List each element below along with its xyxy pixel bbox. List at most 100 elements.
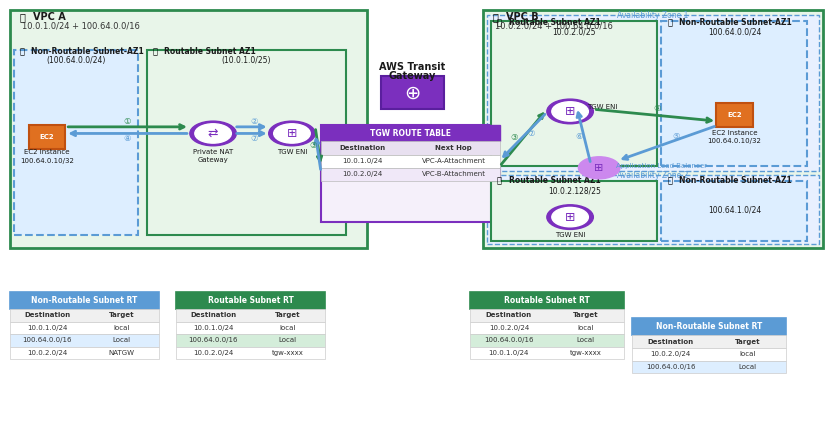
Text: Local: Local [112, 338, 131, 343]
FancyBboxPatch shape [632, 319, 786, 335]
Text: Routable Subnet AZ1: Routable Subnet AZ1 [164, 47, 256, 56]
Text: Application Load Balancer: Application Load Balancer [616, 163, 706, 169]
Text: ⑧: ⑧ [124, 134, 132, 143]
Text: 🔒: 🔒 [497, 18, 502, 27]
FancyBboxPatch shape [661, 21, 806, 167]
FancyBboxPatch shape [321, 124, 500, 222]
FancyBboxPatch shape [471, 334, 624, 346]
Text: (10.0.1.0/25): (10.0.1.0/25) [222, 56, 271, 65]
FancyBboxPatch shape [471, 309, 624, 322]
FancyBboxPatch shape [10, 334, 159, 346]
Text: Local: Local [279, 338, 297, 343]
Text: Destination: Destination [24, 312, 70, 318]
FancyBboxPatch shape [321, 141, 500, 155]
Text: EC2: EC2 [40, 133, 54, 140]
Text: 🔒: 🔒 [492, 12, 498, 22]
Text: ⑤: ⑤ [672, 132, 680, 141]
FancyBboxPatch shape [176, 322, 325, 334]
Text: Target: Target [275, 312, 301, 318]
Text: TGW ENI: TGW ENI [277, 149, 307, 155]
Circle shape [195, 124, 232, 143]
Text: Local: Local [739, 364, 756, 370]
Text: Target: Target [573, 312, 598, 318]
Text: VPC-B-Attachment: VPC-B-Attachment [421, 171, 486, 177]
Text: Non-Routable Subnet RT: Non-Routable Subnet RT [31, 296, 137, 305]
Text: 10.0.1.0/24: 10.0.1.0/24 [342, 158, 382, 164]
FancyBboxPatch shape [632, 335, 786, 348]
Text: 10.0.2.0/24: 10.0.2.0/24 [651, 351, 691, 358]
Text: Availability Zone 1: Availability Zone 1 [617, 11, 689, 20]
FancyBboxPatch shape [716, 103, 753, 127]
FancyBboxPatch shape [471, 322, 624, 334]
Circle shape [551, 207, 588, 227]
Text: Routable Subnet RT: Routable Subnet RT [504, 296, 591, 305]
Text: 🔒: 🔒 [19, 12, 25, 22]
Text: 🔒: 🔒 [20, 47, 25, 56]
Text: AWS Transit: AWS Transit [379, 62, 446, 72]
Text: local: local [577, 325, 594, 331]
Text: Target: Target [109, 312, 135, 318]
Text: Routable Subnet AZ1: Routable Subnet AZ1 [509, 176, 601, 185]
Circle shape [274, 124, 310, 143]
Text: local: local [280, 325, 296, 331]
FancyBboxPatch shape [483, 10, 823, 248]
Text: 10.0.1.0/24: 10.0.1.0/24 [193, 325, 233, 331]
Text: local: local [113, 325, 130, 331]
Text: (100.64.0.0/24): (100.64.0.0/24) [47, 56, 106, 65]
Text: 100.64.0.0/16: 100.64.0.0/16 [188, 338, 238, 343]
Text: ⇄: ⇄ [208, 127, 218, 140]
Text: 🔒: 🔒 [667, 176, 672, 185]
Text: 10.0.2.0/24: 10.0.2.0/24 [489, 325, 529, 331]
FancyBboxPatch shape [176, 346, 325, 359]
Text: TGW ENI: TGW ENI [586, 104, 617, 110]
FancyBboxPatch shape [487, 175, 819, 244]
FancyBboxPatch shape [491, 21, 657, 167]
Text: ①: ① [124, 117, 132, 126]
Text: 10.0.1.0/24: 10.0.1.0/24 [27, 325, 67, 331]
Text: tgw-xxxx: tgw-xxxx [570, 350, 601, 356]
Text: local: local [740, 351, 756, 358]
Text: VPC-A-Attachment: VPC-A-Attachment [421, 158, 486, 164]
Text: EC2 Instance: EC2 Instance [711, 130, 757, 136]
FancyBboxPatch shape [471, 292, 624, 309]
Text: ⑥: ⑥ [576, 132, 583, 140]
Text: Private NAT: Private NAT [193, 149, 233, 155]
Text: VPC B: VPC B [506, 12, 539, 22]
FancyBboxPatch shape [491, 181, 657, 241]
Text: 🔒: 🔒 [497, 176, 502, 185]
FancyBboxPatch shape [147, 50, 346, 235]
Text: 10.0.2.0/24: 10.0.2.0/24 [193, 350, 233, 356]
Circle shape [269, 121, 315, 146]
Text: 100.64.0.10/32: 100.64.0.10/32 [20, 158, 74, 164]
Text: 100.64.1.0/24: 100.64.1.0/24 [708, 206, 761, 215]
FancyBboxPatch shape [176, 309, 325, 322]
FancyBboxPatch shape [632, 361, 786, 373]
Text: Destination: Destination [486, 312, 532, 318]
Text: Destination: Destination [648, 339, 694, 345]
Text: ⊞: ⊞ [565, 210, 576, 224]
Text: VPC A: VPC A [33, 12, 66, 22]
Text: 100.64.0.0/16: 100.64.0.0/16 [484, 338, 534, 343]
Text: 100.64.0.0/16: 100.64.0.0/16 [646, 364, 696, 370]
Circle shape [551, 102, 588, 121]
Text: Local: Local [576, 338, 595, 343]
FancyBboxPatch shape [14, 50, 138, 235]
Text: Routable Subnet AZ1: Routable Subnet AZ1 [509, 18, 601, 27]
Text: 10.0.1.0/24: 10.0.1.0/24 [489, 350, 529, 356]
Circle shape [546, 205, 593, 229]
Text: Destination: Destination [340, 145, 386, 151]
Text: Non-Routable Subnet RT: Non-Routable Subnet RT [656, 322, 762, 331]
Text: 🔒: 🔒 [667, 18, 672, 27]
FancyBboxPatch shape [10, 309, 159, 322]
Text: 100.64.0.0/16: 100.64.0.0/16 [22, 338, 72, 343]
Circle shape [578, 157, 620, 179]
FancyBboxPatch shape [321, 168, 500, 181]
Text: TGW ROUTE TABLE: TGW ROUTE TABLE [370, 128, 451, 137]
Text: 10.0.2.0/24: 10.0.2.0/24 [27, 350, 67, 356]
Text: ②: ② [251, 117, 258, 126]
Circle shape [190, 121, 237, 146]
FancyBboxPatch shape [10, 346, 159, 359]
FancyBboxPatch shape [10, 322, 159, 334]
Text: TGW ENI: TGW ENI [555, 232, 586, 238]
Text: ⊕: ⊕ [404, 83, 421, 102]
